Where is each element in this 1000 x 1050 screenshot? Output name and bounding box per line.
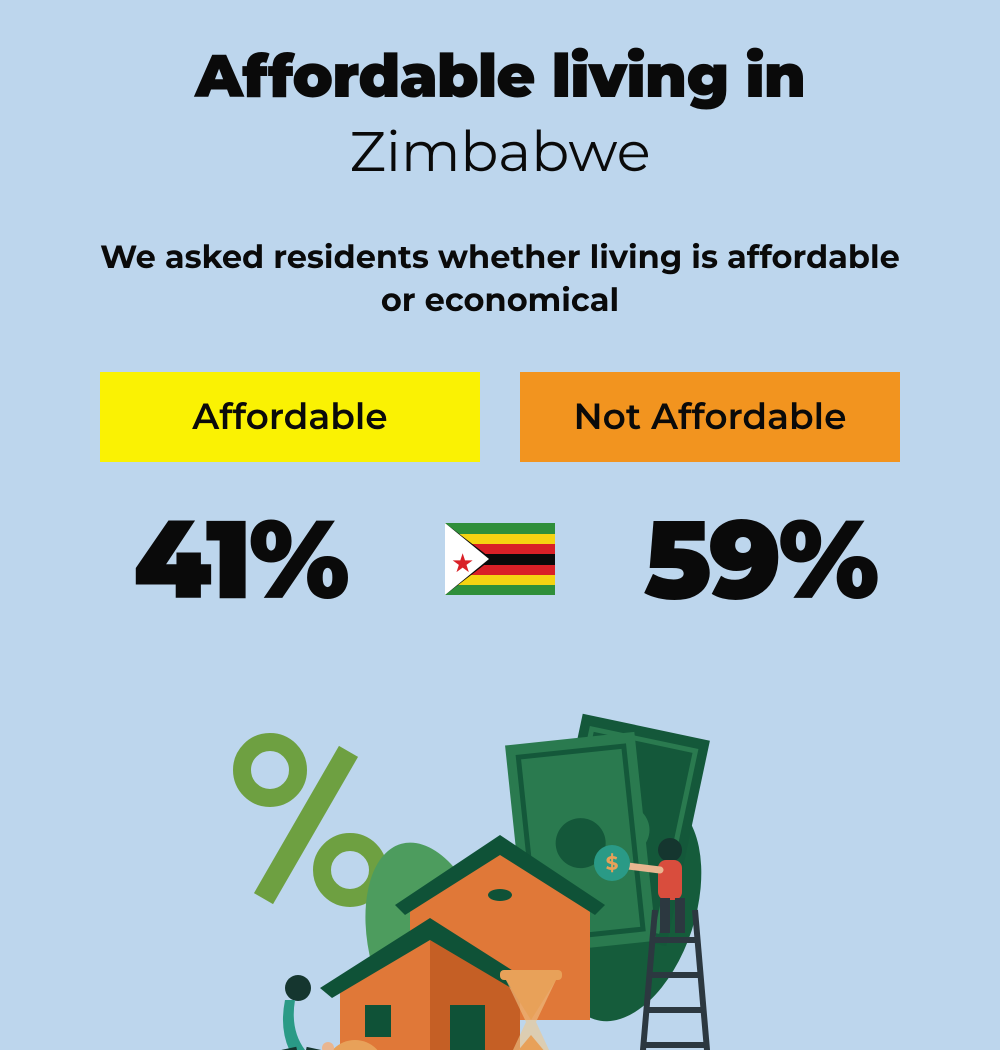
infographic-container: Affordable living in Zimbabwe We asked r… [0, 0, 1000, 626]
percent-sign-icon [242, 742, 378, 904]
not-affordable-box: Not Affordable [520, 372, 900, 462]
affordable-box: Affordable [100, 372, 480, 462]
not-affordable-label: Not Affordable [574, 395, 847, 439]
title-line2: Zimbabwe [0, 118, 1000, 186]
housing-illustration-icon: $ $ [200, 670, 800, 1050]
svg-text:$: $ [606, 852, 619, 876]
comparison-boxes: Affordable Not Affordable [0, 372, 1000, 462]
zimbabwe-flag-icon: ★ [445, 523, 555, 595]
affordable-value: 41% [65, 492, 415, 626]
affordable-label: Affordable [192, 395, 387, 439]
flag-star-icon: ★ [451, 547, 474, 579]
subtitle: We asked residents whether living is aff… [0, 236, 1000, 322]
stats-row: 41% ★ 59% [0, 492, 1000, 626]
not-affordable-value: 59% [585, 492, 935, 626]
title-line1: Affordable living in [0, 40, 1000, 113]
